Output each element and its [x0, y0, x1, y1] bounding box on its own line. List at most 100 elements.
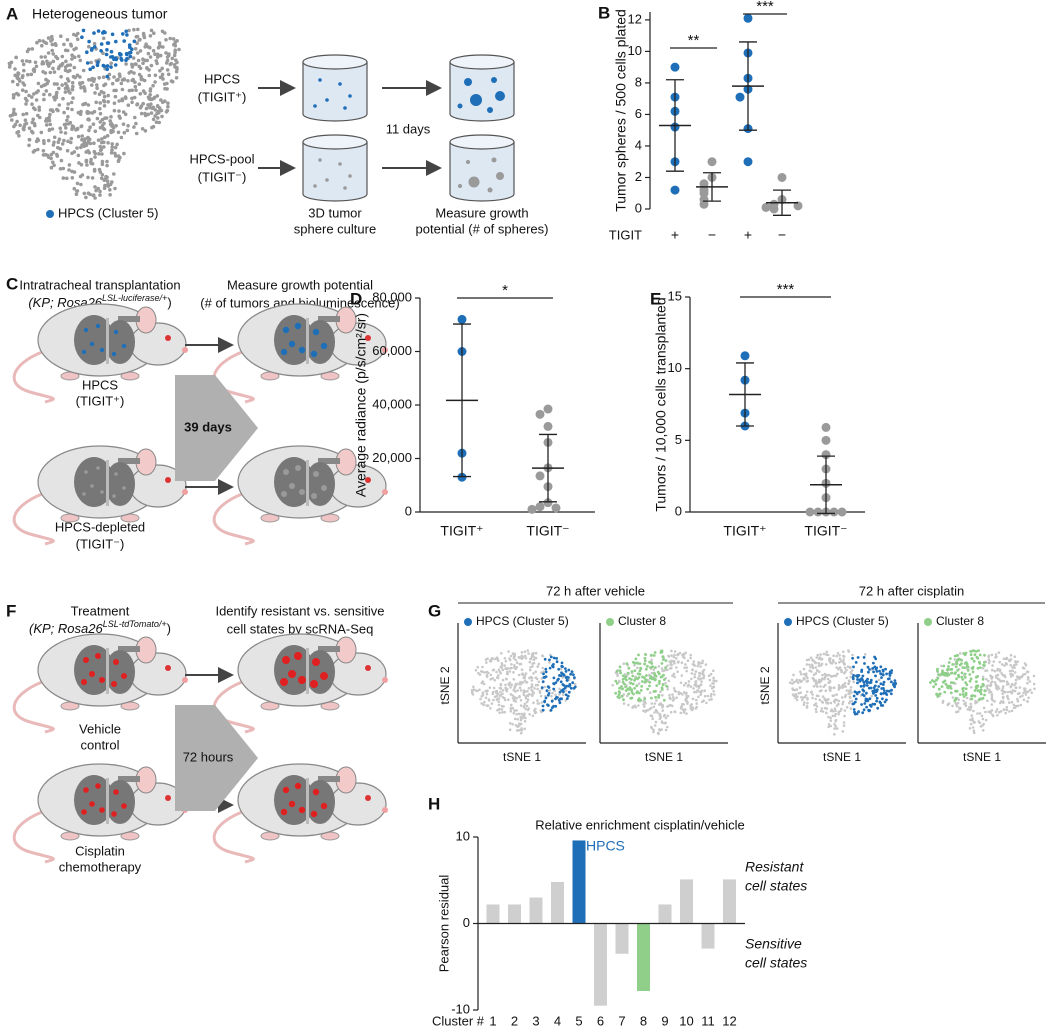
- tsne-point: [130, 88, 134, 93]
- tsne-point: [564, 689, 568, 693]
- culture-well-top: [302, 134, 368, 150]
- tsne-point: [856, 678, 859, 681]
- lung-lesion: [89, 801, 95, 807]
- tsne-point: [112, 172, 116, 176]
- sphere: [318, 78, 322, 82]
- lung-lesion: [313, 471, 319, 477]
- tsne-point: [802, 696, 805, 699]
- tsne-point: [677, 690, 680, 694]
- tsne-point: [532, 701, 535, 705]
- tsne-point: [116, 130, 121, 135]
- tsne-point: [499, 665, 503, 669]
- tsne-point: [504, 659, 508, 663]
- tsne-point: [15, 82, 20, 87]
- tsne-point: [660, 720, 664, 723]
- tsne-point: [120, 98, 125, 103]
- tsne-point: [7, 65, 12, 69]
- tsne-point: [999, 701, 1002, 705]
- tsne-point: [865, 684, 869, 687]
- tsne-point: [949, 681, 953, 684]
- tsne-point: [53, 42, 58, 46]
- tsne-point: [1003, 664, 1006, 667]
- tsne-point: [106, 93, 110, 98]
- group-label: control: [80, 737, 119, 752]
- tsne-point: [633, 704, 637, 708]
- tsne-point: [852, 674, 855, 677]
- tsne-point: [151, 117, 156, 122]
- tsne-point: [164, 38, 168, 42]
- tsne-point: [652, 730, 655, 734]
- tsne-point: [843, 681, 847, 685]
- tsne-point: [989, 690, 993, 694]
- tsne-point: [654, 666, 657, 669]
- tsne-point: [569, 686, 573, 690]
- tsne-point: [1013, 671, 1017, 674]
- tsne-point: [823, 675, 827, 679]
- tsne-point: [805, 663, 809, 666]
- tsne-point: [644, 674, 648, 677]
- tsne-point: [982, 666, 985, 670]
- tsne-point: [544, 696, 548, 700]
- big-arrow: [175, 705, 258, 811]
- tsne-point: [800, 696, 803, 699]
- tsne-point: [708, 698, 711, 702]
- tsne-point: [48, 61, 52, 65]
- tsne-point: [975, 680, 978, 684]
- tsne-point: [640, 680, 644, 683]
- tsne-point: [974, 650, 978, 653]
- tsne-point: [1016, 660, 1019, 663]
- tsne-point: [528, 713, 531, 716]
- tsne-point: [861, 674, 865, 678]
- genotype-superscript: LSL-luciferase/+: [102, 293, 167, 303]
- tsne-point: [874, 694, 878, 697]
- tsne-cloud: [7, 27, 181, 200]
- tsne-point: [106, 41, 111, 45]
- tsne-point: [565, 697, 569, 700]
- tsne-point: [682, 711, 686, 714]
- tsne-point: [168, 36, 172, 41]
- tsne-point: [879, 692, 883, 696]
- tsne-point: [662, 698, 666, 702]
- tsne-point: [536, 683, 540, 687]
- tsne-point: [541, 708, 545, 712]
- tsne-point: [976, 712, 979, 715]
- tsne-point: [1008, 669, 1012, 673]
- tsne-point: [516, 729, 520, 732]
- y-axis-label: tSNE 2: [758, 666, 772, 704]
- x-tick-label: +: [744, 227, 752, 243]
- tsne-point: [155, 55, 160, 59]
- bar: [486, 904, 500, 924]
- tsne-point: [78, 174, 83, 179]
- tsne-point: [862, 684, 866, 688]
- tsne-point: [1005, 705, 1009, 709]
- tsne-point: [890, 688, 893, 692]
- tsne-point: [529, 657, 532, 661]
- tsne-point: [10, 118, 14, 122]
- tsne-point: [474, 669, 478, 672]
- tsne-point: [713, 679, 716, 683]
- tsne-point: [972, 731, 976, 735]
- tsne-point: [567, 668, 571, 672]
- tsne-point: [79, 162, 84, 167]
- tsne-point: [1010, 700, 1014, 704]
- group-label: Vehicle: [79, 721, 121, 736]
- data-point: [543, 404, 553, 414]
- tsne-point: [663, 678, 666, 681]
- lung-lesion: [298, 806, 306, 814]
- tsne-point: [89, 60, 93, 65]
- tsne-point: [510, 703, 513, 707]
- tsne-point: [511, 706, 515, 710]
- tsne-point: [951, 704, 954, 708]
- tsne-point: [90, 83, 94, 87]
- tsne-point: [98, 101, 102, 105]
- bar: [723, 879, 736, 924]
- tsne-point: [26, 72, 30, 77]
- tsne-point: [971, 694, 974, 697]
- tsne-point: [966, 708, 970, 711]
- tsne-point: [133, 115, 137, 120]
- tsne-point: [85, 136, 90, 140]
- tsne-point: [527, 693, 531, 696]
- tsne-point: [128, 45, 132, 49]
- tsne-point: [969, 686, 973, 689]
- tsne-point: [810, 690, 813, 694]
